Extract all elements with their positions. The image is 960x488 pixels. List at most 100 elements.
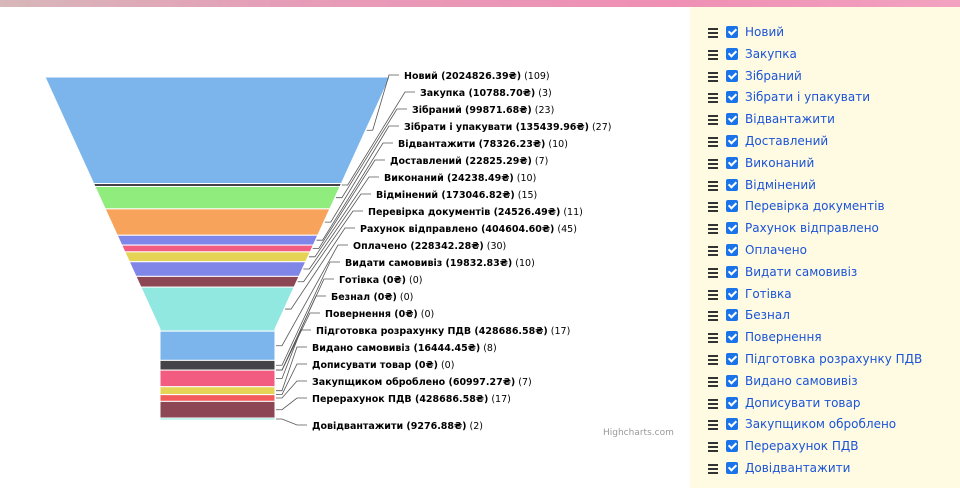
drag-handle-icon[interactable] — [708, 311, 718, 322]
legend-item[interactable]: Довідвантажити — [690, 459, 960, 479]
legend-checkbox[interactable] — [726, 462, 738, 474]
legend-checkbox[interactable] — [726, 26, 738, 38]
funnel-slice[interactable] — [124, 251, 311, 263]
funnel-slice[interactable] — [159, 369, 276, 388]
legend-label[interactable]: Закупщиком оброблено — [745, 417, 897, 432]
legend-item[interactable]: Підготовка розрахунку ПДВ — [690, 350, 960, 370]
legend-checkbox[interactable] — [726, 353, 738, 365]
drag-handle-icon[interactable] — [708, 137, 718, 147]
legend-label[interactable]: Відвантажити — [745, 112, 835, 127]
funnel-slice[interactable] — [140, 286, 295, 332]
drag-handle-icon[interactable] — [708, 49, 718, 60]
legend-checkbox[interactable] — [726, 287, 738, 300]
funnel-slice[interactable] — [116, 234, 319, 246]
funnel-slice[interactable] — [159, 394, 276, 402]
legend-item[interactable]: Відмінений — [690, 176, 960, 196]
legend-checkbox[interactable] — [726, 418, 738, 431]
legend-checkbox[interactable] — [726, 69, 738, 82]
drag-handle-icon[interactable] — [708, 71, 718, 82]
drag-handle-icon[interactable] — [708, 224, 718, 235]
legend-checkbox[interactable] — [726, 200, 738, 213]
legend-label[interactable]: Дописувати товар — [745, 395, 861, 410]
drag-handle-icon[interactable] — [708, 158, 718, 169]
funnel-slice[interactable] — [159, 330, 276, 361]
legend-item[interactable]: Безнал — [690, 306, 960, 326]
drag-handle-icon[interactable] — [708, 28, 718, 38]
legend-checkbox[interactable] — [726, 396, 738, 409]
legend-label[interactable]: Відмінений — [745, 177, 816, 192]
legend-checkbox[interactable] — [726, 113, 738, 126]
legend-label[interactable]: Виконаний — [745, 155, 815, 170]
legend-checkbox[interactable] — [726, 91, 738, 104]
drag-handle-icon[interactable] — [708, 267, 718, 278]
funnel-slice[interactable] — [94, 185, 341, 210]
legend-item[interactable]: Дописувати товар — [690, 394, 960, 414]
legend-label[interactable]: Повернення — [745, 330, 822, 345]
legend-item[interactable]: Зібраний — [690, 67, 960, 87]
legend-item[interactable]: Оплачено — [690, 241, 960, 261]
legend-item[interactable]: Видати самовивіз — [690, 263, 960, 283]
funnel-slice[interactable] — [159, 359, 276, 371]
funnel-slice[interactable] — [128, 261, 307, 277]
drag-handle-icon[interactable] — [708, 376, 718, 387]
drag-handle-icon[interactable] — [708, 180, 718, 191]
legend-item[interactable]: Рахунок відправлено — [690, 219, 960, 239]
funnel-slice[interactable] — [135, 275, 300, 288]
legend-item[interactable]: Повернення — [690, 328, 960, 348]
legend-item[interactable]: Зібрати і упакувати — [690, 88, 960, 108]
legend-label[interactable]: Доставлений — [745, 134, 829, 148]
funnel-slice[interactable] — [159, 417, 276, 421]
legend-item[interactable]: Готівка — [690, 285, 960, 305]
legend-checkbox[interactable] — [726, 374, 738, 387]
legend-item[interactable]: Доставлений — [690, 132, 960, 152]
legend-label[interactable]: Зібраний — [745, 68, 802, 83]
drag-handle-icon[interactable] — [708, 464, 718, 474]
legend-label[interactable]: Закупка — [745, 46, 797, 61]
legend-label[interactable]: Видати самовивіз — [745, 264, 858, 279]
legend-checkbox[interactable] — [726, 309, 738, 322]
legend-label[interactable]: Оплачено — [745, 243, 807, 257]
funnel-slice[interactable] — [159, 400, 276, 419]
legend-label[interactable]: Безнал — [745, 308, 790, 323]
legend-item[interactable]: Перерахунок ПДВ — [690, 437, 960, 457]
legend-item[interactable]: Закупка — [690, 45, 960, 65]
legend-label[interactable]: Рахунок відправлено — [745, 221, 879, 236]
legend-label[interactable]: Довідвантажити — [745, 461, 851, 475]
legend-label[interactable]: Перерахунок ПДВ — [745, 439, 859, 454]
legend-checkbox[interactable] — [726, 178, 738, 191]
legend-label[interactable]: Новий — [745, 25, 785, 39]
drag-handle-icon[interactable] — [708, 333, 718, 344]
legend-checkbox[interactable] — [726, 440, 738, 453]
funnel-slice[interactable] — [104, 208, 331, 236]
drag-handle-icon[interactable] — [708, 398, 718, 409]
legend-label[interactable]: Видано самовивіз — [745, 373, 858, 388]
legend-label[interactable]: Підготовка розрахунку ПДВ — [745, 352, 923, 366]
legend-item[interactable]: Закупщиком оброблено — [690, 415, 960, 435]
legend-label[interactable]: Зібрати і упакувати — [745, 90, 871, 105]
legend-item[interactable]: Виконаний — [690, 154, 960, 174]
drag-handle-icon[interactable] — [708, 246, 718, 256]
legend-item[interactable]: Новий — [690, 23, 960, 43]
funnel-slice[interactable] — [44, 76, 391, 185]
drag-handle-icon[interactable] — [708, 355, 718, 365]
legend-checkbox[interactable] — [726, 265, 738, 278]
legend-item[interactable]: Видано самовивіз — [690, 372, 960, 392]
drag-handle-icon[interactable] — [708, 115, 718, 126]
legend-checkbox[interactable] — [726, 156, 738, 169]
legend-label[interactable]: Перевірка документів — [745, 199, 885, 214]
drag-handle-icon[interactable] — [708, 442, 718, 453]
highcharts-credits[interactable]: Highcharts.com — [603, 428, 674, 438]
legend-label[interactable]: Готівка — [745, 286, 792, 301]
drag-handle-icon[interactable] — [708, 202, 718, 213]
legend-item[interactable]: Перевірка документів — [690, 197, 960, 217]
drag-handle-icon[interactable] — [708, 289, 718, 300]
funnel-slice[interactable] — [120, 244, 315, 253]
drag-handle-icon[interactable] — [708, 420, 718, 431]
legend-item[interactable]: Відвантажити — [690, 110, 960, 130]
legend-checkbox[interactable] — [726, 222, 738, 235]
legend-checkbox[interactable] — [726, 135, 738, 147]
legend-checkbox[interactable] — [726, 47, 738, 60]
drag-handle-icon[interactable] — [708, 93, 718, 104]
legend-checkbox[interactable] — [726, 244, 738, 256]
legend-checkbox[interactable] — [726, 331, 738, 344]
